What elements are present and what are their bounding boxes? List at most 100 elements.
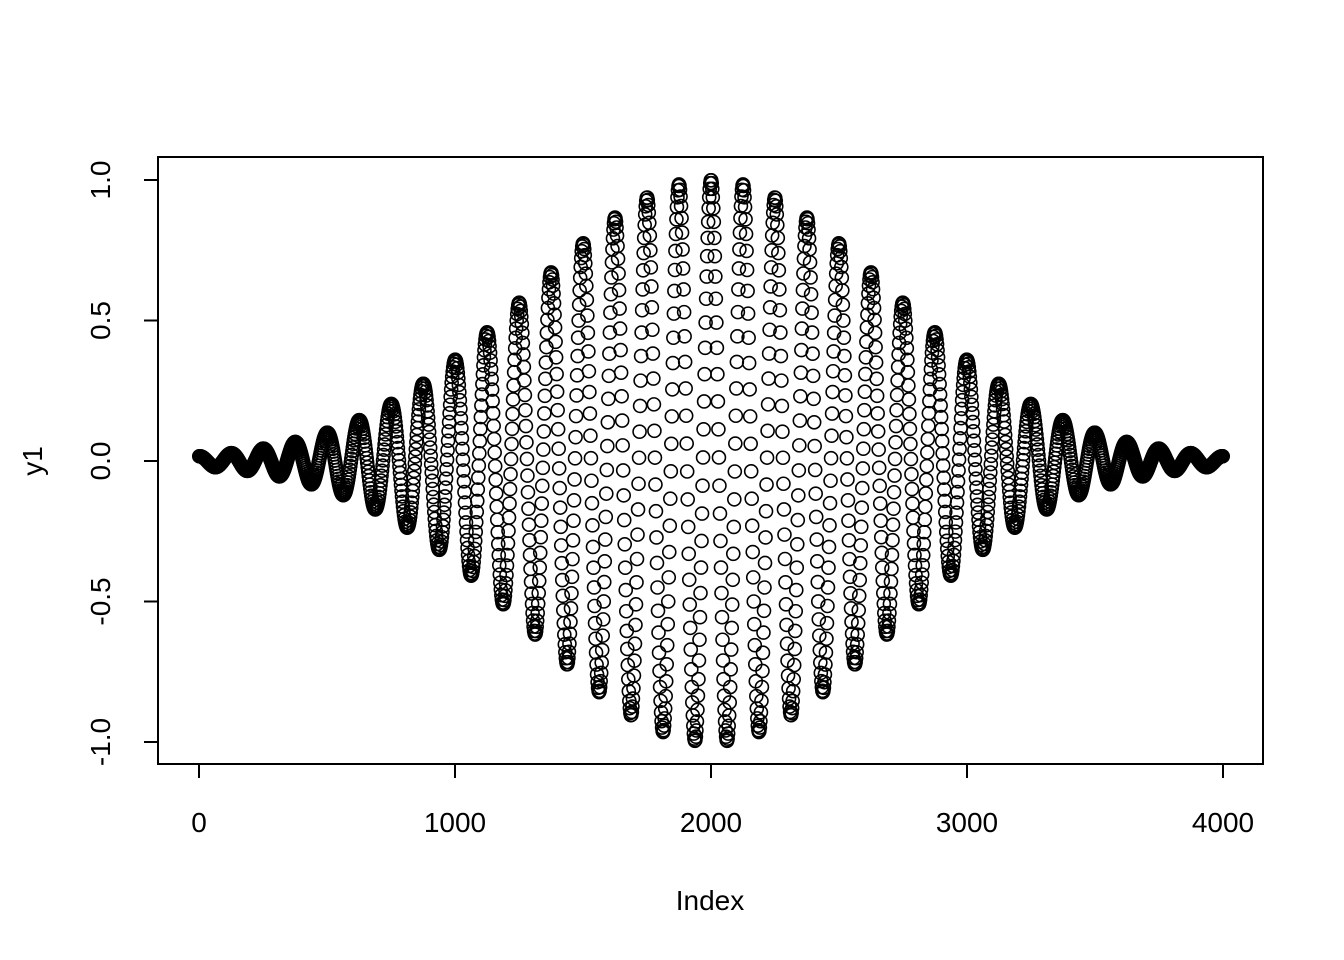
data-point — [594, 642, 610, 658]
data-point — [466, 548, 482, 564]
data-point — [488, 486, 504, 501]
data-point — [969, 489, 985, 504]
data-point — [520, 468, 535, 483]
data-point — [483, 353, 498, 368]
data-point — [840, 472, 855, 487]
data-point — [952, 431, 968, 446]
data-point — [566, 513, 581, 528]
data-point — [1028, 422, 1044, 437]
data-point — [741, 355, 757, 371]
data-point — [800, 215, 816, 231]
data-point — [836, 330, 852, 346]
data-point — [458, 505, 473, 521]
data-point — [484, 371, 499, 387]
data-point — [438, 471, 454, 486]
data-point — [419, 392, 434, 408]
data-point — [712, 478, 727, 493]
data-point — [694, 533, 709, 549]
data-point — [636, 245, 651, 261]
data-point — [865, 281, 881, 297]
data-point — [673, 189, 688, 204]
data-point — [768, 199, 784, 214]
data-point — [601, 368, 617, 384]
x-tick-label: 3000 — [936, 807, 998, 838]
data-point — [565, 533, 581, 548]
data-point — [503, 466, 518, 482]
data-point — [758, 530, 773, 545]
data-point — [442, 397, 458, 413]
data-point — [454, 420, 469, 436]
data-point — [902, 406, 917, 422]
data-point — [690, 702, 705, 718]
data-point — [874, 560, 890, 575]
data-point — [577, 247, 593, 263]
data-point — [761, 371, 776, 386]
data-point — [933, 398, 948, 413]
data-point — [843, 585, 858, 601]
data-point — [833, 259, 849, 275]
data-point — [792, 438, 807, 453]
data-point — [648, 477, 663, 492]
data-point — [901, 378, 916, 393]
data-point — [615, 463, 631, 478]
data-point — [822, 518, 837, 533]
data-point — [592, 679, 608, 695]
data-point — [805, 368, 821, 384]
data-point — [918, 486, 934, 501]
data-point — [776, 502, 792, 517]
data-point — [801, 231, 817, 246]
data-point — [968, 471, 984, 486]
data-point — [688, 729, 704, 744]
data-point — [421, 424, 437, 440]
data-point — [658, 674, 674, 689]
data-point — [504, 421, 520, 437]
data-point — [758, 503, 774, 519]
data-point — [1030, 437, 1045, 452]
data-point — [965, 414, 981, 430]
data-point — [954, 392, 970, 408]
data-point — [552, 480, 568, 496]
data-point — [742, 382, 757, 397]
data-point — [519, 451, 535, 467]
data-point — [905, 510, 921, 525]
data-point — [854, 480, 870, 496]
data-point — [582, 406, 598, 421]
data-point — [968, 462, 983, 477]
data-point — [468, 514, 484, 530]
data-point — [875, 573, 891, 589]
data-point — [581, 363, 597, 379]
data-point — [795, 282, 811, 298]
data-point — [567, 451, 583, 466]
data-point — [690, 688, 706, 704]
data-point — [583, 428, 598, 444]
data-point — [648, 503, 664, 519]
data-point — [625, 699, 640, 714]
data-point — [584, 495, 600, 511]
data-point — [660, 616, 676, 632]
data-point — [485, 405, 501, 421]
data-point — [902, 421, 918, 437]
data-point — [856, 421, 872, 437]
data-point — [659, 656, 675, 672]
data-point — [914, 575, 929, 590]
data-point — [705, 189, 721, 205]
data-point — [936, 470, 952, 485]
data-point — [499, 567, 514, 583]
data-point — [649, 555, 665, 571]
data-point — [827, 292, 843, 308]
data-point — [820, 580, 836, 595]
data-point — [537, 388, 553, 404]
data-point — [593, 665, 609, 681]
data-point — [520, 484, 536, 500]
data-point — [887, 451, 903, 467]
data-point — [597, 532, 613, 547]
data-point — [997, 427, 1013, 443]
data-point — [997, 420, 1012, 436]
data-point — [557, 627, 572, 642]
data-point — [784, 705, 799, 721]
data-point — [756, 603, 772, 619]
data-point — [689, 723, 704, 738]
data-point — [514, 316, 530, 332]
data-point — [795, 301, 810, 316]
data-point — [610, 251, 626, 267]
